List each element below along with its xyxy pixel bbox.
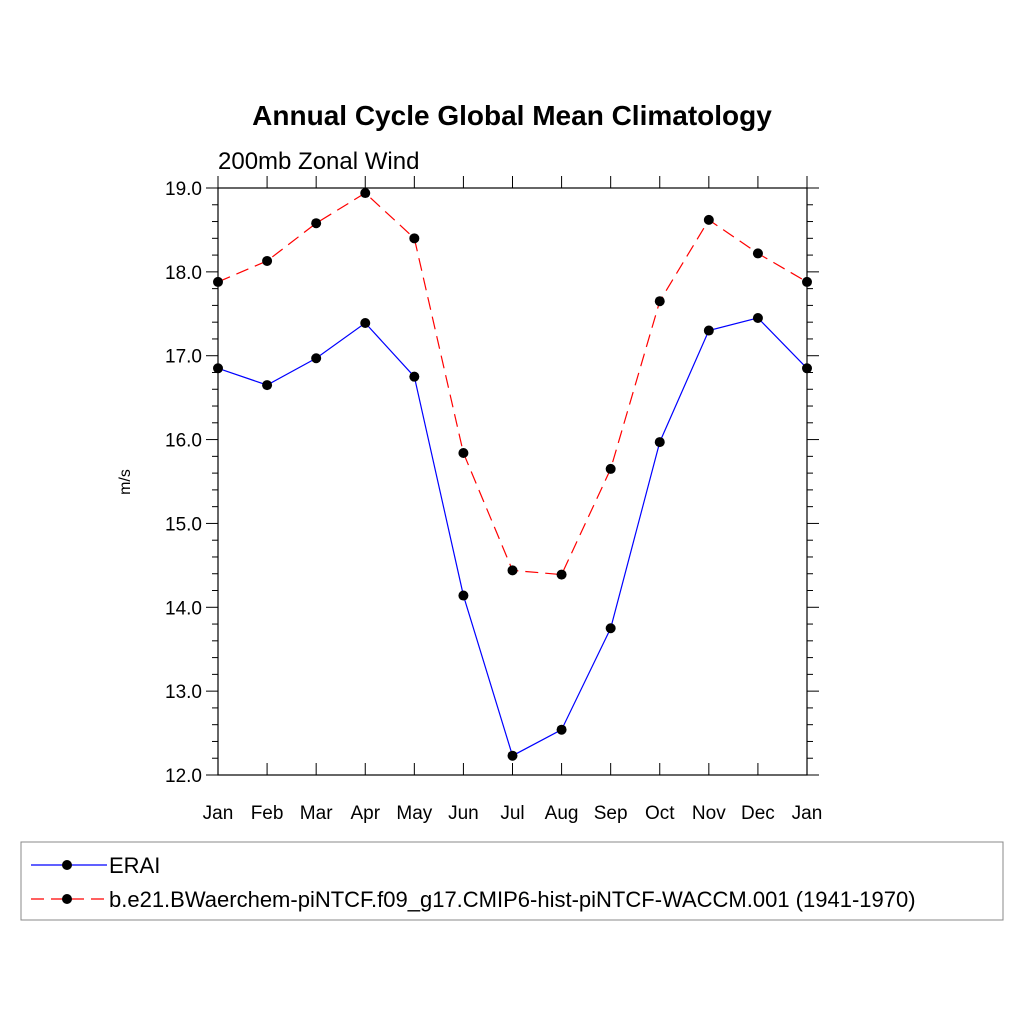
data-point-series-0 (752, 312, 763, 323)
data-point-series-1 (458, 447, 469, 458)
x-tick-label: May (396, 803, 432, 824)
x-tick-label: Nov (692, 803, 726, 824)
series-layer (213, 188, 812, 761)
data-point-series-0 (703, 325, 714, 336)
y-tick-label: 19.0 (165, 179, 202, 200)
series-line-0 (217, 317, 808, 757)
data-point-series-0 (262, 380, 273, 391)
y-tick-label: 13.0 (165, 682, 202, 703)
x-tick-label: Mar (300, 803, 333, 824)
data-point-series-1 (752, 248, 763, 259)
data-point-series-1 (360, 188, 371, 199)
legend-marker-model (62, 894, 72, 904)
data-point-series-0 (605, 623, 616, 634)
x-tick-label: Jan (203, 803, 234, 824)
legend-label-erai: ERAI (109, 853, 160, 878)
data-point-series-0 (311, 353, 322, 364)
y-tick-label: 15.0 (165, 514, 202, 535)
data-point-series-1 (409, 233, 420, 244)
data-point-series-0 (654, 437, 665, 448)
chart-title: Annual Cycle Global Mean Climatology (252, 100, 772, 131)
plot-frame (217, 187, 808, 776)
y-tick-label: 17.0 (165, 347, 202, 368)
x-tick-label: Sep (594, 803, 628, 824)
chart-subtitle: 200mb Zonal Wind (218, 148, 419, 175)
legend-marker-erai (62, 860, 72, 870)
series-line-1 (217, 192, 808, 576)
x-tick-label: Jul (500, 803, 524, 824)
data-point-series-1 (703, 214, 714, 225)
y-tick-label: 12.0 (165, 766, 202, 787)
axis-ticks: 12.0 13.0 14.0 15.0 16.0 17.0 18.0 19.0 Jan Feb Ma… (165, 176, 822, 824)
data-point-series-1 (605, 463, 616, 474)
data-point-series-1 (262, 255, 273, 266)
data-point-series-0 (458, 590, 469, 601)
data-point-series-0 (409, 371, 420, 382)
x-tick-label: Oct (645, 803, 675, 824)
data-point-series-1 (311, 218, 322, 229)
x-tick-label: Jun (448, 803, 479, 824)
x-tick-label: Dec (741, 803, 775, 824)
data-point-series-0 (556, 724, 567, 735)
legend-label-model: b.e21.BWaerchem-piNTCF.f09_g17.CMIP6-his… (109, 887, 916, 912)
y-tick-label: 14.0 (165, 598, 202, 619)
y-tick-label: 16.0 (165, 431, 202, 452)
y-tick-label: 18.0 (165, 263, 202, 284)
x-tick-label: Jan (792, 803, 823, 824)
y-axis-label: m/s (117, 469, 134, 495)
x-tick-label: Apr (350, 803, 380, 824)
data-point-series-1 (507, 565, 518, 576)
x-tick-label: Aug (545, 803, 579, 824)
data-point-series-1 (654, 296, 665, 307)
data-point-series-0 (360, 318, 371, 329)
legend: ERAI b.e21.BWaerchem-piNTCF.f09_g17.CMIP… (20, 841, 1004, 921)
legend-box (20, 841, 1004, 921)
x-tick-label: Feb (251, 803, 284, 824)
data-point-series-0 (507, 750, 518, 761)
data-point-series-1 (556, 569, 567, 580)
